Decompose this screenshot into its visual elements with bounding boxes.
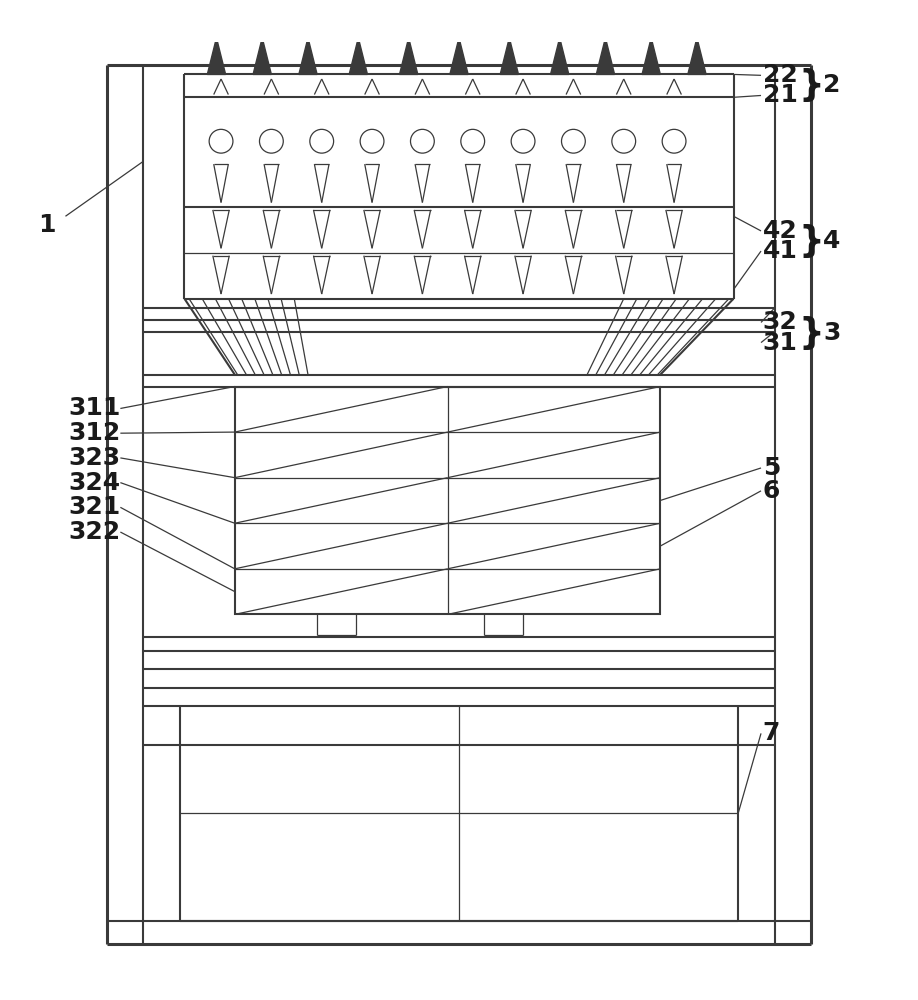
Polygon shape: [349, 38, 367, 74]
Polygon shape: [299, 38, 317, 74]
Text: 311: 311: [68, 396, 120, 420]
Polygon shape: [207, 38, 226, 74]
Text: 4: 4: [823, 229, 841, 253]
Text: 7: 7: [763, 721, 780, 745]
Polygon shape: [642, 38, 660, 74]
Text: 321: 321: [68, 495, 120, 519]
Text: 323: 323: [68, 446, 120, 470]
Text: 3: 3: [823, 321, 841, 345]
Text: 21: 21: [763, 83, 798, 107]
Text: 41: 41: [763, 239, 798, 263]
Text: 322: 322: [68, 520, 120, 544]
Text: 324: 324: [68, 471, 120, 495]
Polygon shape: [253, 38, 272, 74]
Text: 312: 312: [68, 421, 120, 445]
Text: 5: 5: [763, 456, 780, 480]
Bar: [235, 387, 660, 614]
Text: }: }: [799, 68, 824, 102]
Text: 1: 1: [38, 213, 55, 237]
Text: 22: 22: [763, 63, 798, 87]
Polygon shape: [500, 38, 519, 74]
Text: 31: 31: [763, 331, 798, 355]
Text: }: }: [799, 224, 824, 258]
Text: 32: 32: [763, 310, 798, 334]
Text: 42: 42: [763, 219, 798, 243]
Polygon shape: [688, 38, 706, 74]
Polygon shape: [597, 38, 614, 74]
Text: 2: 2: [823, 73, 841, 97]
Text: }: }: [799, 316, 824, 350]
Polygon shape: [399, 38, 418, 74]
Text: 6: 6: [763, 479, 780, 503]
Polygon shape: [551, 38, 569, 74]
Polygon shape: [450, 38, 468, 74]
